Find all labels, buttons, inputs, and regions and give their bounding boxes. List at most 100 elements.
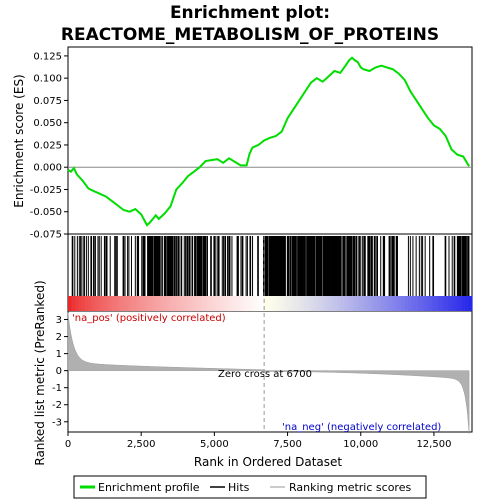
color-bar-segment xyxy=(431,296,436,311)
color-bar-segment xyxy=(206,296,210,311)
color-bar-segment xyxy=(212,296,217,311)
color-bar-segment xyxy=(115,296,120,311)
es-y-tick-label: -0.025 xyxy=(30,185,62,196)
color-bar-segment xyxy=(199,296,204,311)
color-bar-segment xyxy=(192,296,197,311)
color-bar-segment xyxy=(461,296,466,311)
color-bar-segment xyxy=(195,296,200,311)
color-bar-segment xyxy=(357,296,362,311)
color-bar-segment xyxy=(286,296,291,311)
color-bar-segment xyxy=(142,296,147,311)
color-bar-segment xyxy=(209,296,214,311)
color-bar-segment xyxy=(165,296,170,311)
color-bar-segment xyxy=(135,296,140,311)
color-bar-segment xyxy=(185,296,190,311)
color-bar-segment xyxy=(118,296,123,311)
color-bar-segment xyxy=(246,296,251,311)
rank-y-tick-label: -2 xyxy=(52,400,62,411)
color-bar-segment xyxy=(280,296,285,311)
ranking-metric-scores xyxy=(67,312,470,434)
color-bar-segment xyxy=(290,296,295,311)
color-bar-segment xyxy=(125,296,130,311)
es-y-tick-label: 0.050 xyxy=(33,118,62,129)
color-bar-segment xyxy=(327,296,332,311)
color-bar-segment xyxy=(303,296,308,311)
color-bar-segment xyxy=(455,296,460,311)
color-bar-segment xyxy=(374,296,379,311)
legend-label-profile: Enrichment profile xyxy=(98,481,200,494)
x-tick-label: 2,500 xyxy=(127,439,156,450)
color-bar-segment xyxy=(202,296,207,311)
color-bar-segment xyxy=(162,296,167,311)
color-bar-segment xyxy=(276,296,281,311)
rank-y-tick-label: -1 xyxy=(52,383,62,394)
correlation-color-bar xyxy=(68,296,473,311)
color-bar-segment xyxy=(273,296,278,311)
color-bar-segment xyxy=(350,296,355,311)
color-bar-segment xyxy=(381,296,386,311)
color-bar-segment xyxy=(259,296,264,311)
hits-barcode xyxy=(71,236,470,296)
color-bar-segment xyxy=(152,296,157,311)
es-y-axis-label: Enrichment score (ES) xyxy=(12,74,26,207)
color-bar-segment xyxy=(175,296,180,311)
color-bar-segment xyxy=(232,296,237,311)
color-bar-segment xyxy=(344,296,349,311)
color-bar-segment xyxy=(105,296,109,311)
color-bar-segment xyxy=(283,296,288,311)
x-tick-label: 0 xyxy=(65,439,71,450)
color-bar-segment xyxy=(216,296,221,311)
color-bar-segment xyxy=(121,296,126,311)
color-bar-segment xyxy=(468,296,473,311)
color-bar-segment xyxy=(441,296,446,311)
color-bar-segment xyxy=(148,296,153,311)
color-bar-segment xyxy=(428,296,433,311)
color-bar-segment xyxy=(108,296,113,311)
color-bar-segment xyxy=(263,296,268,311)
color-bar-segment xyxy=(360,296,365,311)
color-bar-segment xyxy=(158,296,163,311)
color-bar-segment xyxy=(391,296,396,311)
color-bar-segment xyxy=(411,296,416,311)
color-bar-segment xyxy=(219,296,224,311)
x-axis: 0 2,500 5,000 7,500 10,000 12,500 xyxy=(65,432,451,450)
pos-label: 'na_pos' (positively correlated) xyxy=(72,313,226,324)
color-bar-segment xyxy=(253,296,258,311)
color-bar-segment xyxy=(81,296,86,311)
color-bar-segment xyxy=(300,296,305,311)
color-bar-segment xyxy=(68,296,72,311)
color-bar-segment xyxy=(189,296,194,311)
color-bar-segment xyxy=(310,296,315,311)
legend-box xyxy=(73,475,427,499)
color-bar-segment xyxy=(387,296,392,311)
color-bar-segment xyxy=(229,296,234,311)
color-bar-segment xyxy=(320,296,325,311)
color-bar-segment xyxy=(330,296,335,311)
x-tick-label: 12,500 xyxy=(416,439,451,450)
color-bar-segment xyxy=(404,296,409,311)
color-bar-segment xyxy=(313,296,318,311)
color-bar-segment xyxy=(307,296,311,311)
neg-label: 'na_neg' (negatively correlated) xyxy=(282,422,441,433)
zero-cross-label: Zero cross at 6700 xyxy=(218,369,312,380)
color-bar-segment xyxy=(367,296,372,311)
color-bar-segment xyxy=(451,296,456,311)
color-bar-segment xyxy=(256,296,261,311)
es-y-tick-label: 0.025 xyxy=(33,140,62,151)
color-bar-segment xyxy=(354,296,359,311)
x-tick-label: 10,000 xyxy=(343,439,378,450)
color-bar-segment xyxy=(84,296,89,311)
color-bar-segment xyxy=(111,296,116,311)
color-bar-segment xyxy=(414,296,419,311)
color-bar-segment xyxy=(394,296,399,311)
x-axis-label: Rank in Ordered Dataset xyxy=(194,455,342,469)
rank-y-tick-label: 1 xyxy=(56,349,62,360)
rank-y-tick-label: 2 xyxy=(56,332,62,343)
color-bar-segment xyxy=(465,296,470,311)
color-bar-segment xyxy=(317,296,322,311)
color-bar-segment xyxy=(445,296,450,311)
color-bar-segment xyxy=(71,296,76,311)
color-bar-segment xyxy=(169,296,173,311)
color-bar-segment xyxy=(438,296,443,311)
